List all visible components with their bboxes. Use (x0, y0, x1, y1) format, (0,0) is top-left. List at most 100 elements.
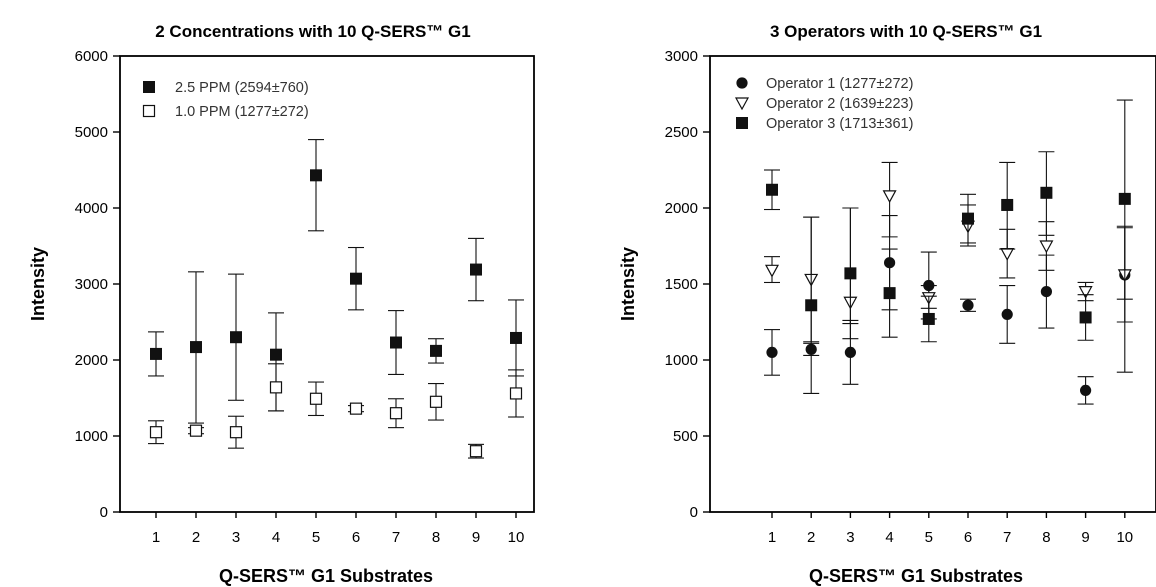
series (764, 215, 1133, 405)
chart-concentrations: 2 Concentrations with 10 Q-SERS™ G1 Inte… (28, 22, 535, 586)
legend-entry: Operator 1 (1277±272) (736, 76, 913, 92)
data-point (470, 263, 482, 276)
plot-frame (119, 55, 535, 513)
data-point (430, 344, 442, 357)
y-tick-label: 3000 (665, 48, 698, 65)
series (148, 139, 524, 424)
legend-entry: Operator 3 (1713±361) (736, 116, 913, 132)
y-tick-label: 2000 (75, 352, 108, 369)
data-marks (764, 99, 1133, 405)
data-point (883, 287, 896, 300)
x-axis-label: Q-SERS™ G1 Substrates (809, 566, 1023, 586)
data-point (1118, 192, 1131, 205)
data-point (310, 169, 322, 182)
y-tick-label: 5000 (75, 124, 108, 141)
data-point (766, 183, 778, 196)
chart-title: 3 Operators with 10 Q-SERS™ G1 (770, 22, 1042, 41)
legend-label: Operator 2 (1639±223) (766, 96, 913, 112)
legend: 2.5 PPM (2594±760) 1.0 PPM (1277±272) (142, 80, 309, 120)
axis-ticks: 0 1000 2000 3000 4000 5000 6000 1 2 3 4 5 6 7 8 9 10 (75, 48, 525, 546)
data-point (1040, 186, 1053, 199)
legend-label: Operator 1 (1277±272) (766, 76, 913, 92)
legend-entry: 2.5 PPM (2594±760) (143, 80, 309, 96)
y-tick-label: 6000 (75, 48, 108, 65)
y-tick-label: 3000 (75, 276, 108, 293)
data-point (1040, 286, 1052, 298)
legend-marker (143, 81, 155, 93)
data-point (389, 407, 403, 420)
x-tick-label: 8 (432, 529, 440, 546)
legend-label: Operator 3 (1713±361) (766, 116, 913, 132)
legend-label: 2.5 PPM (2594±760) (175, 80, 309, 96)
x-tick-label: 2 (192, 529, 200, 546)
data-point (1039, 240, 1054, 254)
y-axis-label: Intensity (618, 247, 638, 321)
data-point (962, 212, 974, 225)
x-axis-label: Q-SERS™ G1 Substrates (219, 566, 433, 586)
data-point (349, 402, 363, 415)
series (764, 161, 1133, 343)
y-tick-label: 1000 (665, 352, 698, 369)
x-tick-label: 3 (232, 529, 240, 546)
data-point (190, 341, 202, 354)
x-tick-label: 1 (152, 529, 160, 546)
data-point (230, 331, 242, 344)
y-tick-label: 500 (673, 428, 698, 445)
legend-marker (736, 117, 748, 129)
y-tick-label: 1000 (75, 428, 108, 445)
data-point (509, 387, 523, 400)
x-tick-label: 7 (1003, 529, 1011, 546)
legend-marker (734, 97, 750, 111)
axis-ticks: 0 500 1000 1500 2000 2500 3000 1 2 3 4 5 6 7 8 9 10 (665, 48, 1134, 546)
data-point (229, 426, 243, 439)
data-point (270, 348, 282, 361)
legend-marker (736, 77, 748, 89)
x-tick-label: 9 (1081, 529, 1089, 546)
x-tick-label: 6 (352, 529, 360, 546)
data-point (1078, 286, 1093, 299)
data-point (844, 267, 857, 280)
x-tick-label: 6 (964, 529, 972, 546)
y-tick-label: 0 (690, 504, 698, 521)
data-point (149, 426, 163, 439)
data-point (189, 424, 203, 437)
legend-entry: Operator 2 (1639±223) (734, 96, 913, 112)
x-tick-label: 4 (885, 529, 893, 546)
y-tick-label: 0 (100, 504, 108, 521)
legend-entry: 1.0 PPM (1277±272) (142, 104, 309, 120)
data-point (350, 272, 362, 285)
x-tick-label: 10 (508, 529, 525, 546)
legend-label: 1.0 PPM (1277±272) (175, 104, 309, 120)
x-tick-label: 5 (925, 529, 933, 546)
series (764, 99, 1133, 394)
series (148, 363, 524, 459)
y-tick-label: 4000 (75, 200, 108, 217)
data-point (844, 346, 857, 358)
y-tick-label: 2500 (665, 124, 698, 141)
x-tick-label: 8 (1042, 529, 1050, 546)
data-point (882, 190, 897, 204)
data-point (805, 299, 818, 312)
data-point (1001, 198, 1014, 211)
x-tick-label: 1 (768, 529, 776, 546)
data-point (766, 346, 778, 358)
x-tick-label: 9 (472, 529, 480, 546)
legend: Operator 1 (1277±272) Operator 2 (1639±22… (734, 76, 913, 132)
y-tick-label: 1500 (665, 276, 698, 293)
x-tick-label: 4 (272, 529, 280, 546)
data-point (269, 381, 283, 394)
data-point (469, 445, 483, 458)
legend-marker (142, 104, 156, 118)
data-point (510, 331, 522, 344)
y-tick-label: 2000 (665, 200, 698, 217)
x-tick-label: 10 (1116, 529, 1133, 546)
data-point (1001, 308, 1013, 320)
data-point (1080, 384, 1092, 396)
data-marks (148, 139, 524, 459)
data-point (1079, 311, 1092, 324)
data-point (1000, 248, 1015, 261)
chart-operators: 3 Operators with 10 Q-SERS™ G1 Intensity… (618, 22, 1156, 586)
chart-title: 2 Concentrations with 10 Q-SERS™ G1 (155, 22, 471, 41)
y-axis-label: Intensity (28, 247, 48, 321)
